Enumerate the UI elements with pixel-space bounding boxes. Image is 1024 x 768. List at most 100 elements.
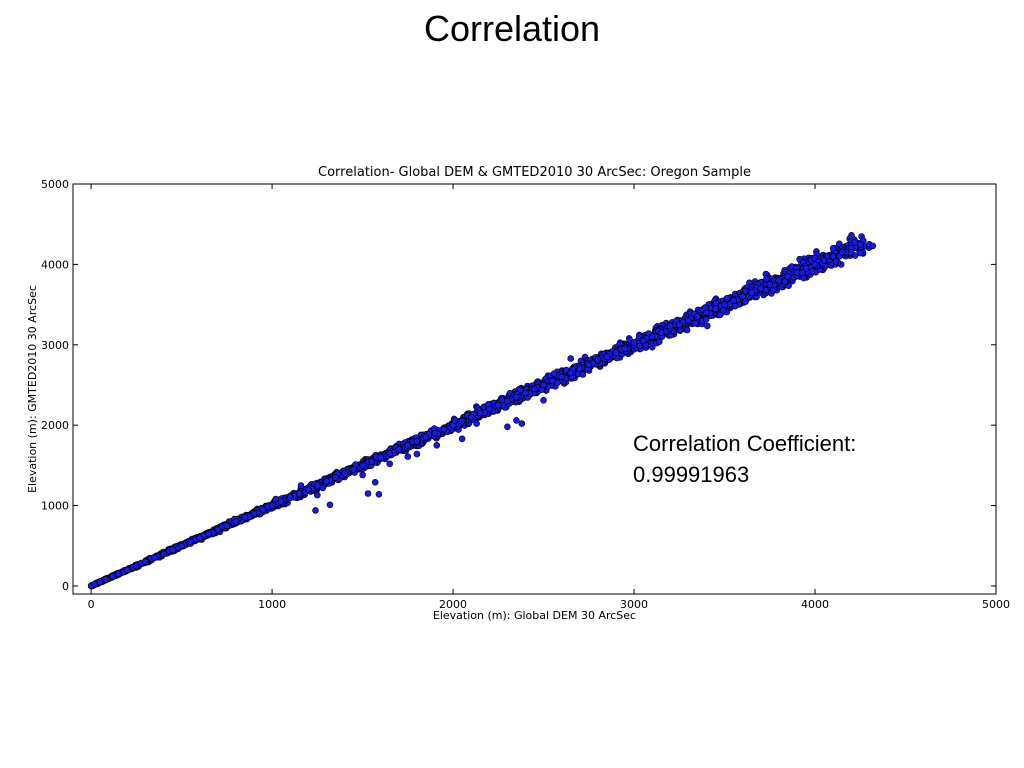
scatter-point-band bbox=[498, 396, 506, 404]
scatter-point bbox=[666, 322, 674, 330]
scatter-point bbox=[694, 313, 701, 320]
scatter-point bbox=[359, 471, 366, 479]
scatter-point bbox=[169, 546, 176, 554]
scatter-point bbox=[775, 277, 783, 284]
scatter-point bbox=[504, 423, 511, 431]
scatter-point bbox=[223, 522, 231, 530]
scatter-point bbox=[856, 249, 864, 257]
scatter-point bbox=[721, 301, 728, 308]
correlation-annotation: Correlation Coefficient: 0.99991963 bbox=[633, 428, 856, 490]
y-tick-label: 2000 bbox=[41, 419, 69, 432]
scatter-point bbox=[639, 337, 647, 345]
scatter-point bbox=[109, 572, 117, 580]
scatter-point-band bbox=[692, 320, 699, 327]
y-tick-label: 1000 bbox=[41, 500, 69, 513]
scatter-point bbox=[295, 490, 303, 497]
scatter-point bbox=[319, 484, 327, 492]
scatter-point bbox=[404, 441, 412, 449]
scatter-point bbox=[386, 449, 394, 457]
scatter-point bbox=[621, 345, 629, 353]
scatter-point bbox=[603, 353, 611, 361]
scatter-point bbox=[576, 365, 584, 373]
scatter-point-band bbox=[723, 294, 731, 302]
scatter-point bbox=[359, 462, 366, 469]
annotation-line-2: 0.99991963 bbox=[633, 462, 750, 487]
scatter-point bbox=[178, 542, 185, 550]
scatter-point-band bbox=[683, 326, 691, 334]
scatter-point-band bbox=[731, 302, 739, 310]
scatter-point bbox=[712, 305, 719, 312]
y-axis-label: Elevation (m): GMTED2010 30 ArcSec bbox=[26, 285, 39, 493]
scatter-point bbox=[473, 420, 480, 427]
scatter-point bbox=[458, 435, 466, 443]
x-tick-label: 1000 bbox=[258, 598, 286, 611]
scatter-point bbox=[259, 506, 267, 513]
y-tick-label: 4000 bbox=[41, 258, 69, 271]
scatter-point bbox=[540, 396, 547, 404]
scatter-point-band bbox=[716, 311, 724, 319]
scatter-point-band bbox=[832, 258, 840, 265]
scatter-point bbox=[657, 329, 665, 337]
scatter-point bbox=[531, 385, 538, 393]
scatter-point bbox=[368, 458, 375, 465]
points-layer bbox=[87, 232, 877, 590]
scatter-point bbox=[96, 578, 104, 586]
scatter-point-band bbox=[769, 286, 777, 294]
scatter-point bbox=[612, 349, 620, 357]
scatter-point bbox=[277, 498, 285, 505]
scatter-point bbox=[838, 249, 846, 256]
scatter-point bbox=[386, 460, 394, 468]
scatter-point bbox=[440, 425, 448, 433]
ticks-layer: 0 1000 2000 3000 4000 5000 0 1000 2000 3000 4000 50… bbox=[41, 178, 1010, 611]
x-axis-label: Elevation (m): Global DEM 30 ArcSec bbox=[433, 609, 636, 622]
scatter-point bbox=[856, 241, 864, 248]
scatter-point bbox=[630, 339, 638, 346]
x-tick-label: 2000 bbox=[439, 598, 467, 611]
scatter-point-band bbox=[636, 342, 644, 350]
chart-title: Correlation- Global DEM & GMTED2010 30 A… bbox=[318, 165, 751, 180]
x-tick-label: 4000 bbox=[801, 598, 829, 611]
scatter-point bbox=[829, 253, 837, 260]
scatter-point bbox=[549, 377, 556, 385]
scatter-point bbox=[433, 441, 441, 449]
x-tick-label: 3000 bbox=[620, 598, 648, 611]
scatter-point bbox=[513, 417, 520, 424]
scatter-point-band bbox=[808, 268, 816, 275]
scatter-point-band bbox=[703, 322, 711, 330]
scatter-point bbox=[364, 490, 372, 497]
scatter-point bbox=[748, 289, 756, 296]
scatter-point bbox=[802, 265, 810, 272]
scatter-point bbox=[114, 570, 122, 578]
scatter-point bbox=[739, 293, 746, 300]
scatter-point bbox=[250, 510, 258, 517]
scatter-point bbox=[558, 373, 565, 381]
scatter-point bbox=[422, 433, 430, 441]
scatter-point bbox=[847, 249, 855, 256]
scatter-point bbox=[869, 242, 877, 250]
x-tick-label: 0 bbox=[88, 598, 95, 611]
scatter-point bbox=[371, 478, 379, 486]
scatter-point bbox=[648, 333, 656, 341]
scatter-point bbox=[784, 273, 792, 280]
scatter-point-band bbox=[781, 278, 789, 285]
scatter-point bbox=[413, 450, 421, 458]
scatter-point bbox=[594, 355, 602, 363]
scatter-point bbox=[142, 558, 149, 566]
scatter-point bbox=[205, 530, 212, 538]
y-tick-label: 3000 bbox=[41, 339, 69, 352]
scatter-point bbox=[214, 526, 222, 534]
scatter-point bbox=[730, 297, 737, 304]
scatter-point bbox=[268, 502, 276, 509]
scatter-point bbox=[431, 429, 439, 437]
scatter-point bbox=[124, 566, 131, 574]
scatter-point-band bbox=[655, 338, 663, 346]
scatter-point bbox=[518, 420, 526, 427]
scatter-point bbox=[766, 281, 774, 288]
scatter-point bbox=[494, 401, 502, 409]
scatter-point-band bbox=[550, 370, 558, 378]
y-tick-label: 0 bbox=[62, 580, 69, 593]
scatter-point bbox=[332, 474, 339, 481]
x-tick-label: 5000 bbox=[982, 598, 1010, 611]
scatter-point bbox=[272, 495, 280, 503]
scatter-point bbox=[829, 245, 837, 252]
